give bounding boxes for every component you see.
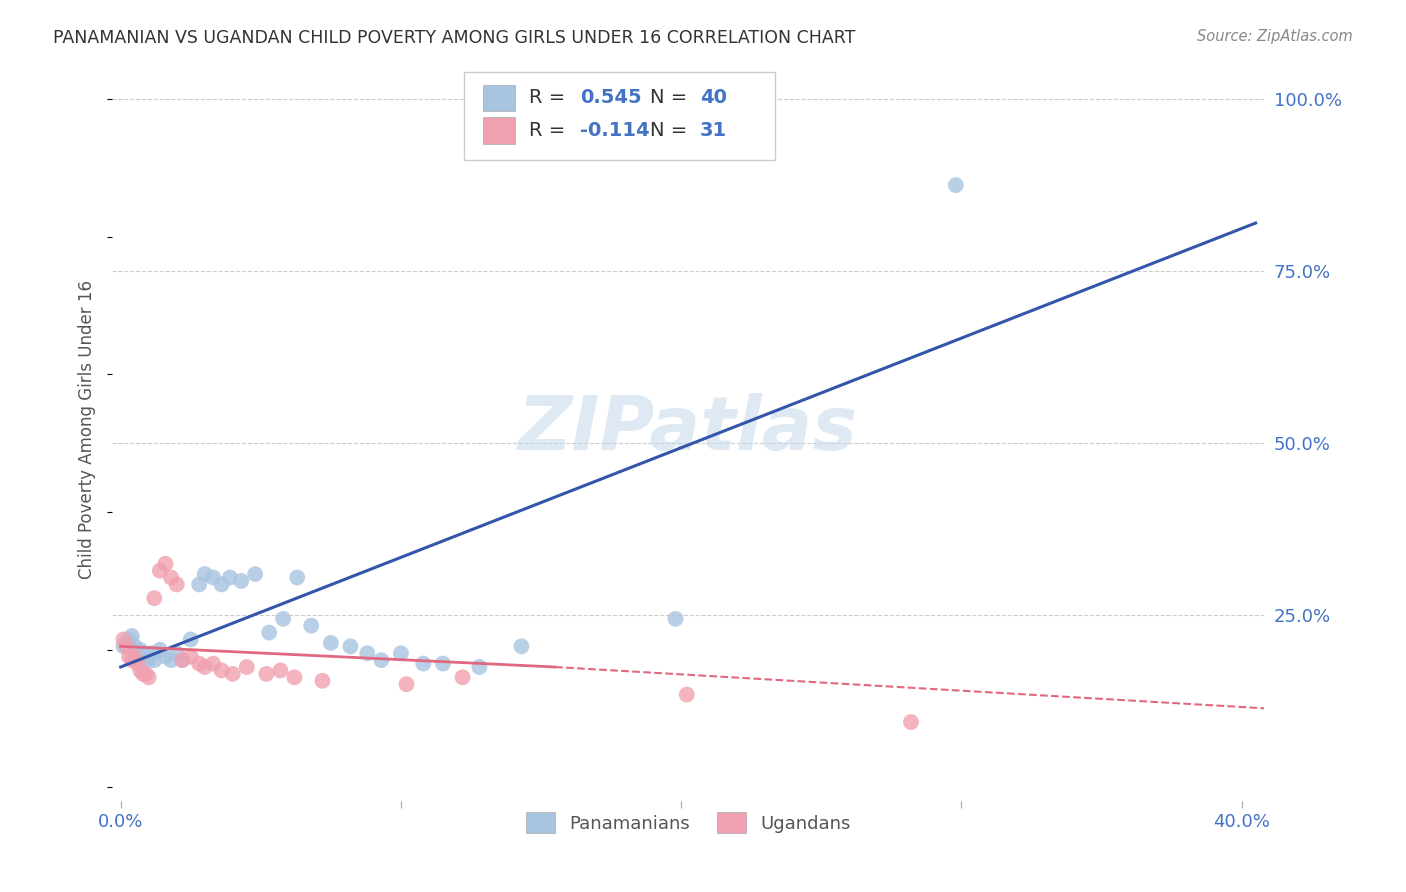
Point — [135, 649, 157, 664]
Point — [166, 646, 188, 660]
Point — [194, 567, 217, 582]
Text: 0.545: 0.545 — [579, 88, 641, 107]
Y-axis label: Child Poverty Among Girls Under 16: Child Poverty Among Girls Under 16 — [79, 280, 96, 579]
Point — [510, 640, 533, 654]
Point — [231, 574, 253, 588]
Text: Source: ZipAtlas.com: Source: ZipAtlas.com — [1197, 29, 1353, 44]
Point — [124, 640, 146, 654]
Point — [356, 646, 378, 660]
Point — [299, 618, 322, 632]
FancyBboxPatch shape — [484, 117, 516, 144]
Point — [172, 653, 194, 667]
Text: R =: R = — [529, 88, 572, 107]
Point — [211, 664, 233, 678]
Point — [143, 591, 166, 606]
Point — [132, 646, 155, 660]
Point — [188, 657, 211, 671]
Point — [118, 632, 141, 647]
Point — [127, 646, 149, 660]
Point — [149, 642, 172, 657]
Point — [124, 649, 146, 664]
Point — [166, 577, 188, 591]
Point — [143, 653, 166, 667]
Point — [141, 646, 163, 660]
Point — [319, 636, 342, 650]
Text: PANAMANIAN VS UGANDAN CHILD POVERTY AMONG GIRLS UNDER 16 CORRELATION CHART: PANAMANIAN VS UGANDAN CHILD POVERTY AMON… — [53, 29, 856, 46]
Point — [211, 577, 233, 591]
Point — [121, 629, 143, 643]
Point — [160, 653, 183, 667]
Point — [395, 677, 418, 691]
Text: 31: 31 — [700, 121, 727, 140]
FancyBboxPatch shape — [464, 72, 775, 160]
Legend: Panamanians, Ugandans: Panamanians, Ugandans — [519, 805, 858, 840]
Point — [254, 666, 277, 681]
Point — [180, 649, 202, 664]
Point — [311, 673, 333, 688]
Point — [257, 625, 280, 640]
Point — [112, 632, 135, 647]
Point — [370, 653, 392, 667]
Point — [149, 564, 172, 578]
Text: N =: N = — [650, 88, 693, 107]
Point — [129, 664, 152, 678]
Point — [389, 646, 412, 660]
Point — [283, 670, 305, 684]
Point — [675, 688, 697, 702]
Point — [155, 649, 177, 664]
Point — [285, 570, 308, 584]
Point — [129, 642, 152, 657]
Point — [138, 670, 160, 684]
Point — [180, 632, 202, 647]
Point — [194, 660, 217, 674]
Point — [339, 640, 361, 654]
Text: N =: N = — [650, 121, 693, 140]
Point — [172, 653, 194, 667]
Point — [112, 640, 135, 654]
Point — [188, 577, 211, 591]
Point — [132, 666, 155, 681]
Point — [432, 657, 454, 671]
Text: R =: R = — [529, 121, 572, 140]
Point — [243, 567, 266, 582]
Text: 40: 40 — [700, 88, 727, 107]
Text: -0.114: -0.114 — [579, 121, 650, 140]
Point — [118, 649, 141, 664]
Point — [135, 666, 157, 681]
Point — [664, 612, 686, 626]
Point — [202, 657, 225, 671]
Point — [412, 657, 434, 671]
Point — [202, 570, 225, 584]
Text: ZIPatlas: ZIPatlas — [519, 393, 858, 466]
Point — [121, 653, 143, 667]
Point — [155, 557, 177, 571]
Point — [271, 612, 294, 626]
Point — [468, 660, 491, 674]
Point — [451, 670, 474, 684]
Point — [236, 660, 259, 674]
Point — [115, 640, 138, 654]
FancyBboxPatch shape — [484, 85, 516, 112]
Point — [222, 666, 245, 681]
Point — [900, 715, 922, 730]
Point — [219, 570, 242, 584]
Point — [127, 657, 149, 671]
Point — [945, 178, 967, 193]
Point — [138, 653, 160, 667]
Point — [115, 636, 138, 650]
Point — [160, 570, 183, 584]
Point — [269, 664, 291, 678]
